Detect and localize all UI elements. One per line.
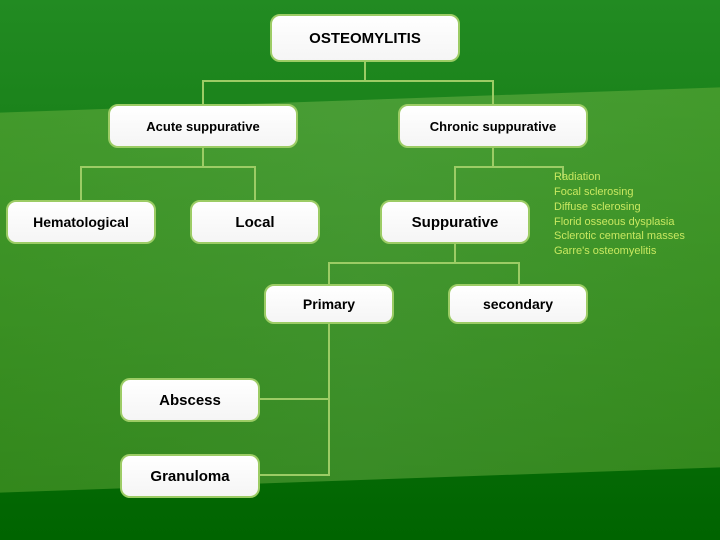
node-hematological: Hematological [6, 200, 156, 244]
connector-line [260, 474, 330, 476]
list-item: Florid osseous dysplasia [554, 215, 685, 230]
chronic-nonsuppurative-list: RadiationFocal sclerosingDiffuse scleros… [554, 170, 685, 259]
node-granuloma: Granuloma [120, 454, 260, 498]
connector-line [454, 166, 456, 200]
node-acute: Acute suppurative [108, 104, 298, 148]
connector-line [518, 262, 520, 284]
list-item: Radiation [554, 170, 685, 185]
connector-line [454, 244, 456, 262]
node-secondary: secondary [448, 284, 588, 324]
list-item: Diffuse sclerosing [554, 200, 685, 215]
node-local: Local [190, 200, 320, 244]
node-root: OSTEOMYLITIS [270, 14, 460, 62]
connector-line [492, 148, 494, 166]
connector-line [254, 166, 256, 200]
connector-line [328, 262, 330, 284]
node-chronic: Chronic suppurative [398, 104, 588, 148]
list-item: Sclerotic cemental masses [554, 229, 685, 244]
list-item: Garre's osteomyelitis [554, 244, 685, 259]
node-abscess: Abscess [120, 378, 260, 422]
connector-line [364, 62, 366, 80]
connector-line [202, 148, 204, 166]
connector-line [492, 80, 494, 104]
connector-line [202, 80, 204, 104]
list-item: Focal sclerosing [554, 185, 685, 200]
connector-line [328, 324, 330, 476]
connector-line [454, 166, 564, 168]
connector-line [80, 166, 82, 200]
node-primary: Primary [264, 284, 394, 324]
node-suppurative: Suppurative [380, 200, 530, 244]
connector-line [260, 398, 330, 400]
connector-line [328, 262, 520, 264]
connector-line [80, 166, 256, 168]
connector-line [202, 80, 494, 82]
